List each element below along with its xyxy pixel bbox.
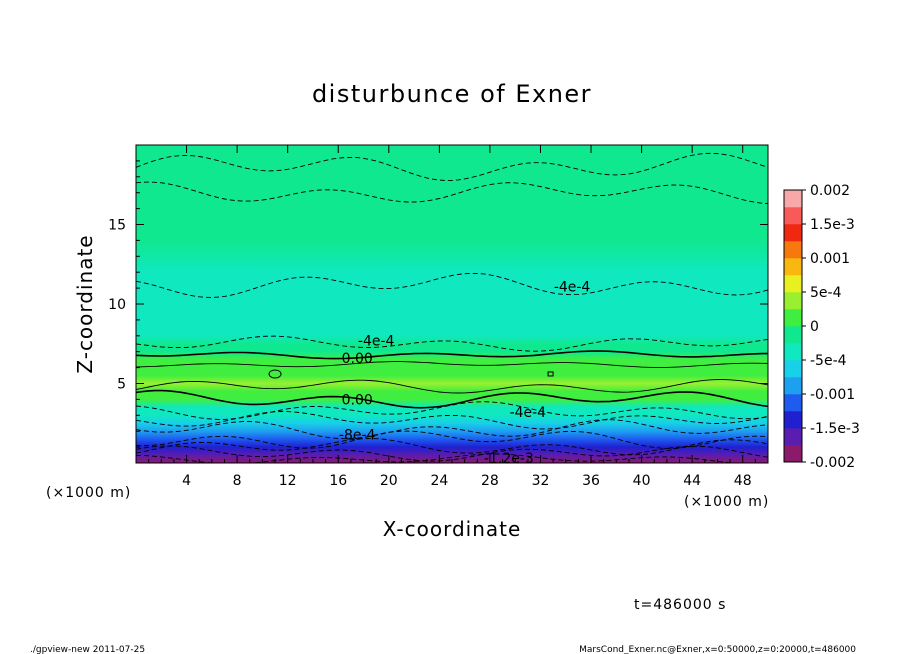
contour-loop (547, 371, 554, 377)
plot-area: -4e-4-4e-40.000.00-4e-4-8e-4-1.2e-3 (135, 144, 769, 468)
x-tick-label: 24 (430, 473, 448, 489)
colorbar-band (784, 190, 802, 208)
contour-line (136, 272, 768, 298)
x-tick-label: 12 (279, 473, 297, 489)
colorbar-band (784, 428, 802, 446)
contour-label: 0.00 (342, 392, 373, 408)
contour-label: -1.2e-3 (484, 451, 534, 467)
x-unit-left: (×1000 m) (46, 485, 131, 501)
y-tick-label: 15 (108, 218, 126, 234)
colorbar-band (784, 275, 802, 293)
x-unit-right: (×1000 m) (684, 494, 769, 510)
colorbar-band (784, 411, 802, 429)
contour-line (136, 181, 768, 205)
footer-left: ./gpview-new 2011-07-25 (30, 645, 145, 654)
contour-label: -4e-4 (358, 334, 395, 350)
y-axis-ticks: 5 10 15 (108, 160, 768, 448)
colorbar: 0.002 1.5e-3 0.001 5e-4 0 -5e-4 -0.001 -1.5e-3 -… (783, 183, 860, 471)
colorbar-band (784, 445, 802, 463)
colorbar-band (784, 241, 802, 259)
contour-label: -4e-4 (554, 280, 591, 296)
colorbar-band (784, 377, 802, 395)
contour-line (136, 335, 768, 352)
colorbar-label: 0.001 (810, 251, 850, 267)
colorbar-band (784, 207, 802, 225)
x-tick-label: 40 (633, 473, 651, 489)
x-tick-label: 28 (481, 473, 499, 489)
y-tick-label: 10 (108, 297, 126, 313)
contour-line (136, 438, 768, 456)
contour-line (136, 411, 768, 430)
colorbar-band (784, 343, 802, 361)
colorbar-label: -5e-4 (810, 353, 847, 369)
x-axis-ticks: 4 8 12 16 20 24 28 32 36 40 44 48 (148, 145, 756, 489)
colorbar-label: 5e-4 (810, 285, 842, 301)
colorbar-band (784, 326, 802, 344)
y-axis-label: Z-coordinate (73, 234, 97, 373)
contour-line (136, 350, 768, 360)
contour-lines (136, 152, 768, 463)
x-tick-label: 44 (683, 473, 701, 489)
colorbar-label: -0.001 (810, 387, 855, 403)
contour-label: -8e-4 (339, 427, 376, 443)
y-tick-label: 5 (117, 377, 126, 393)
contour-label-group: -4e-4-4e-40.000.00-4e-4-8e-4-1.2e-3 (339, 280, 591, 468)
contour-line (136, 453, 740, 463)
colorbar-label: -0.002 (810, 455, 855, 471)
heatmap-field (136, 145, 768, 463)
footer-right: MarsCond_Exner.nc@Exner,x=0:50000,z=0:20… (579, 645, 856, 654)
x-tick-label: 4 (182, 473, 191, 489)
contour-line (136, 152, 768, 181)
contour-line (136, 389, 768, 409)
contour-line (136, 445, 768, 462)
colorbar-label: 0.002 (810, 183, 850, 199)
contour-label: 0.00 (342, 351, 373, 367)
contour-label: -4e-4 (510, 405, 547, 421)
colorbar-band (784, 258, 802, 276)
colorbar-band (784, 309, 802, 327)
contour-line (136, 379, 768, 394)
x-tick-label: 32 (532, 473, 550, 489)
colorbar-label: 0 (810, 319, 819, 335)
contour-line (136, 419, 768, 440)
x-tick-label: 20 (380, 473, 398, 489)
x-axis-label: X-coordinate (383, 517, 522, 541)
x-tick-label: 8 (233, 473, 242, 489)
time-label: t=486000 s (634, 597, 726, 613)
contour-line (136, 430, 768, 449)
chart-title: disturbunce of Exner (312, 80, 592, 108)
x-tick-label: 36 (582, 473, 600, 489)
colorbar-band (784, 292, 802, 310)
x-tick-label: 16 (329, 473, 347, 489)
contour-line (136, 361, 768, 368)
x-tick-label: 48 (734, 473, 752, 489)
colorbar-label: -1.5e-3 (810, 421, 860, 437)
contour-line (136, 401, 768, 420)
contour-loop (268, 369, 282, 379)
colorbar-band (784, 360, 802, 378)
colorbar-band (784, 224, 802, 242)
colorbar-band (784, 394, 802, 412)
colorbar-label: 1.5e-3 (810, 217, 855, 233)
